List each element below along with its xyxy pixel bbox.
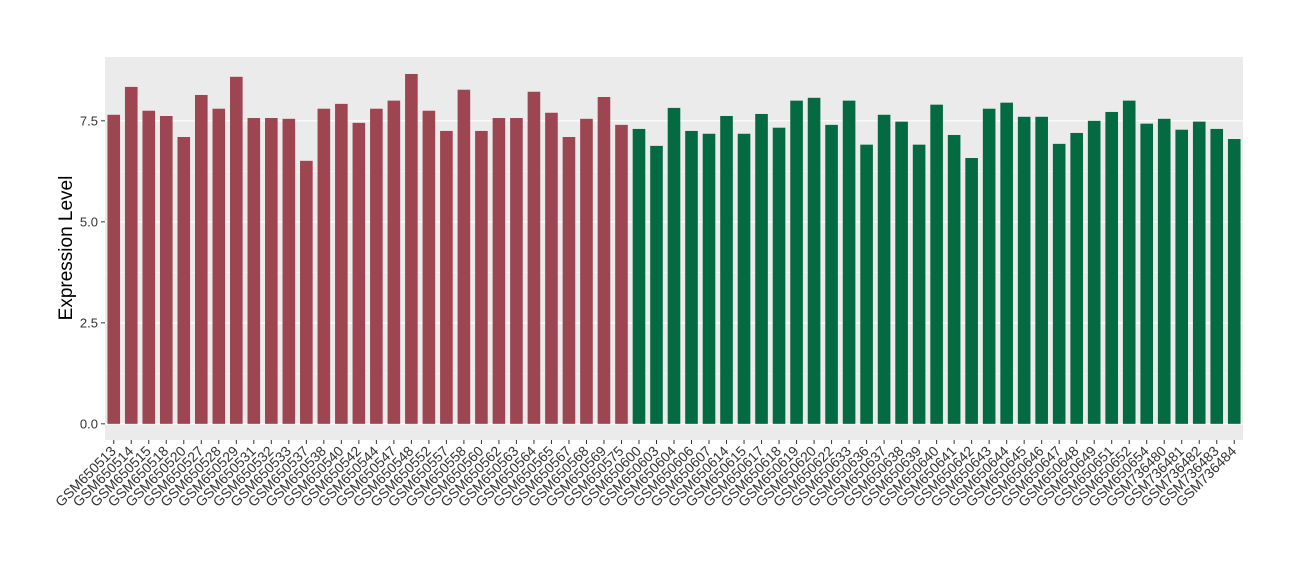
bar <box>755 113 768 424</box>
bar <box>632 128 646 424</box>
bar <box>527 91 541 424</box>
bar <box>615 124 628 424</box>
bar <box>1105 111 1118 424</box>
bar <box>124 86 138 424</box>
y-tick-label: 7.5 <box>80 113 98 128</box>
bar <box>930 104 943 424</box>
bar <box>1157 118 1171 424</box>
bar <box>790 100 803 424</box>
bar <box>702 133 716 424</box>
bar <box>1140 123 1154 424</box>
bar <box>247 118 261 424</box>
bar <box>317 108 331 424</box>
bar <box>405 73 418 424</box>
bar <box>492 118 506 424</box>
bar <box>1070 132 1083 424</box>
bar <box>1087 120 1101 424</box>
bar <box>1210 128 1224 424</box>
y-tick-label: 0.0 <box>80 416 98 431</box>
bar <box>387 100 401 424</box>
bar <box>177 136 191 424</box>
bar <box>230 76 243 424</box>
bar <box>982 108 996 424</box>
bar <box>142 110 156 424</box>
bar <box>475 130 488 424</box>
bar <box>842 100 856 424</box>
bar <box>1035 116 1048 424</box>
bar <box>667 107 681 424</box>
bar <box>265 118 278 424</box>
bar <box>300 160 313 424</box>
y-axis-title: Expression Level <box>56 176 77 321</box>
bar <box>685 130 698 424</box>
bar <box>457 89 471 424</box>
bar <box>370 108 383 424</box>
bar <box>895 121 908 424</box>
bar <box>352 122 366 424</box>
bar <box>597 96 611 424</box>
bar <box>860 144 873 424</box>
bar <box>650 145 663 424</box>
bar <box>440 130 453 424</box>
bar <box>545 112 558 424</box>
bar <box>1052 143 1066 424</box>
bar <box>720 115 733 424</box>
bar <box>107 114 121 424</box>
bar <box>825 124 838 424</box>
bar <box>580 118 593 424</box>
bar <box>562 136 576 424</box>
bar <box>1175 129 1189 424</box>
bar <box>912 144 926 424</box>
bar <box>947 134 961 424</box>
bar <box>282 118 296 424</box>
bar <box>510 118 523 424</box>
bar <box>159 115 173 424</box>
y-tick-label: 2.5 <box>80 315 98 330</box>
bar <box>772 127 786 424</box>
bar <box>1192 121 1206 424</box>
bar <box>965 158 978 424</box>
bar <box>1122 100 1136 424</box>
bar <box>335 103 348 424</box>
bar <box>1017 116 1031 424</box>
bar <box>877 114 891 424</box>
bar <box>1227 139 1241 424</box>
bar <box>212 108 226 424</box>
bar <box>737 133 751 424</box>
y-tick-label: 5.0 <box>80 214 98 229</box>
bar <box>422 110 436 424</box>
bar <box>807 97 821 424</box>
bar <box>1000 102 1013 424</box>
bar <box>194 94 208 424</box>
